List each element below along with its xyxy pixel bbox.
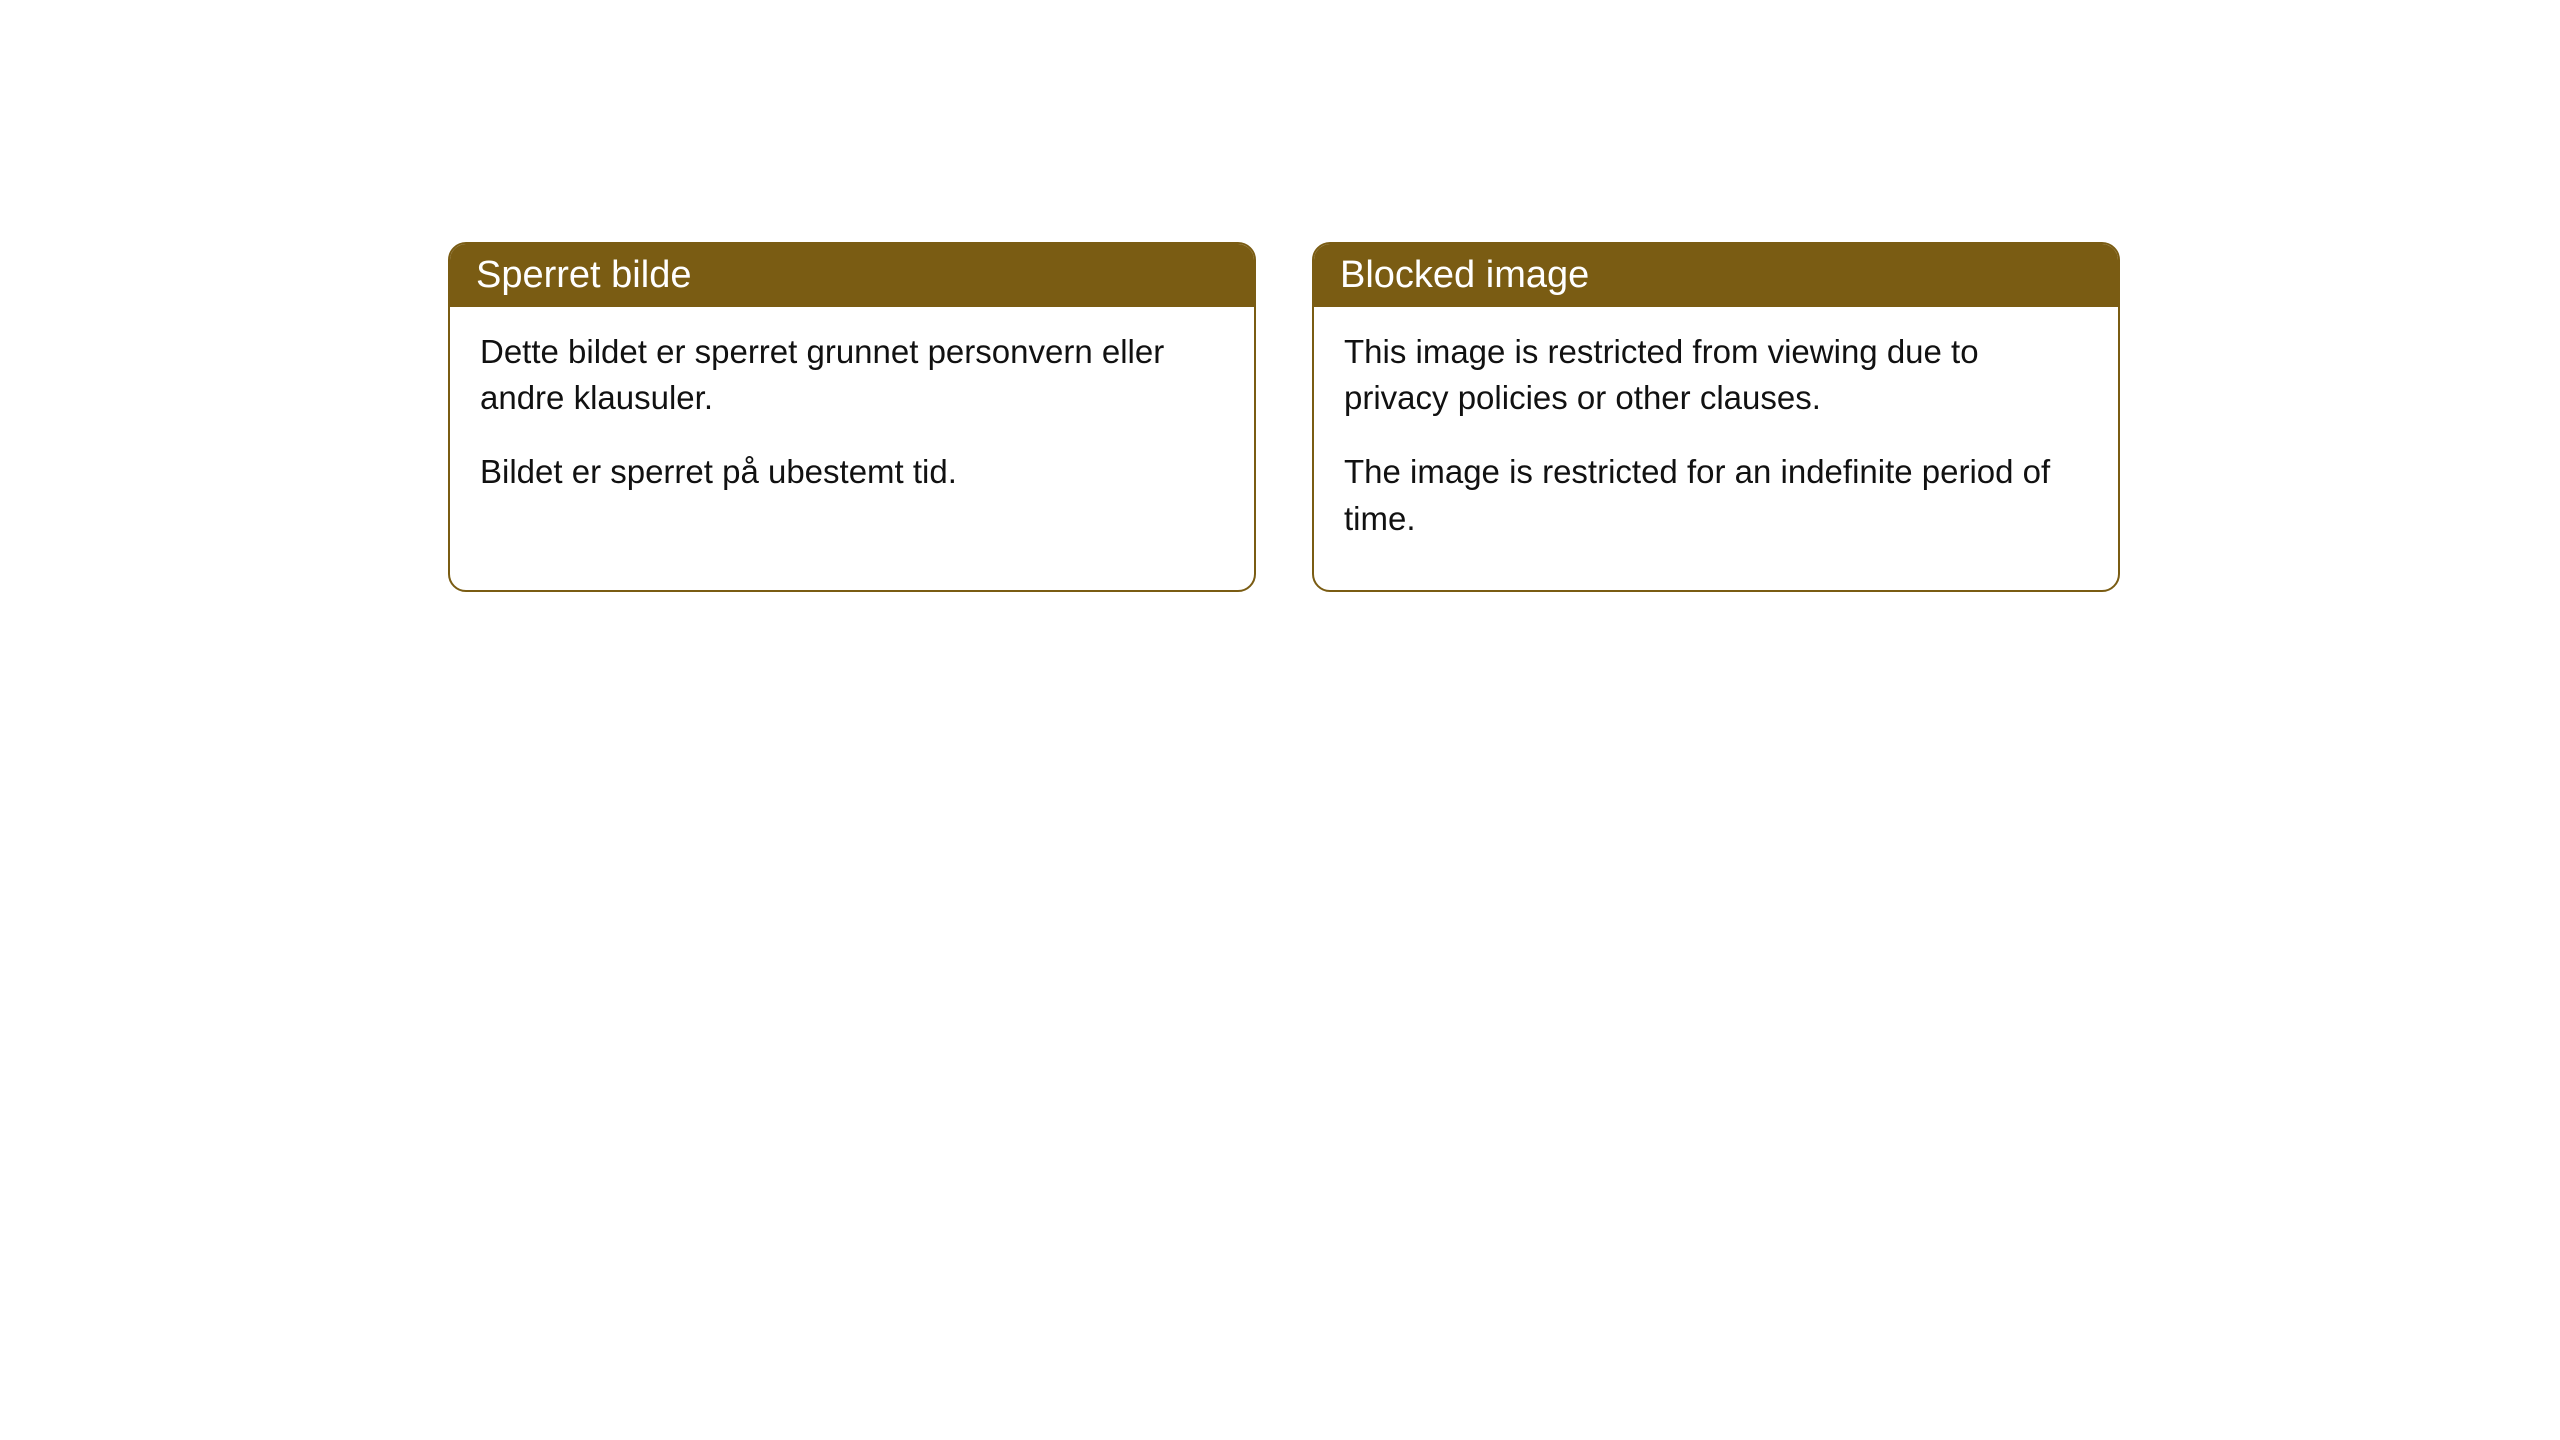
card-title-no: Sperret bilde	[476, 254, 691, 296]
card-header-en: Blocked image	[1314, 244, 2118, 307]
card-paragraph-no-2: Bildet er sperret på ubestemt tid.	[480, 449, 1224, 495]
card-paragraph-en-2: The image is restricted for an indefinit…	[1344, 449, 2088, 541]
blocked-image-card-en: Blocked image This image is restricted f…	[1312, 242, 2120, 592]
card-header-no: Sperret bilde	[450, 244, 1254, 307]
card-paragraph-en-1: This image is restricted from viewing du…	[1344, 329, 2088, 421]
card-title-en: Blocked image	[1340, 254, 1589, 296]
notice-cards-container: Sperret bilde Dette bildet er sperret gr…	[448, 242, 2120, 592]
card-body-en: This image is restricted from viewing du…	[1314, 307, 2118, 590]
card-body-no: Dette bildet er sperret grunnet personve…	[450, 307, 1254, 544]
blocked-image-card-no: Sperret bilde Dette bildet er sperret gr…	[448, 242, 1256, 592]
card-paragraph-no-1: Dette bildet er sperret grunnet personve…	[480, 329, 1224, 421]
